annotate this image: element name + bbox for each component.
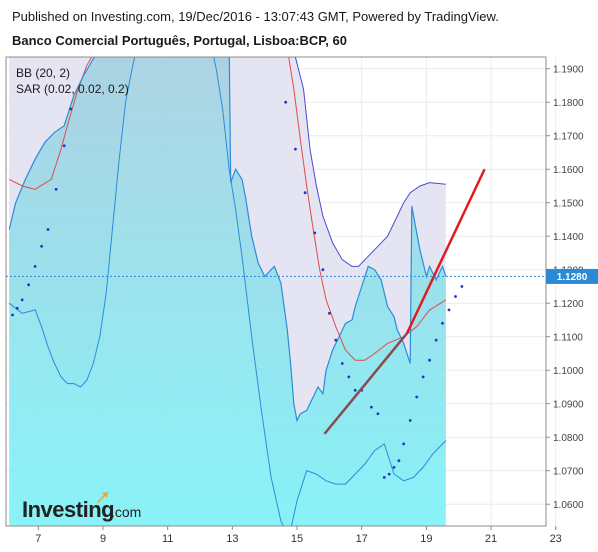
sar-point [382,476,386,479]
published-caption: Published on Investing.com, 19/Dec/2016 … [12,9,499,24]
sar-point [40,244,43,248]
sar-point [428,358,431,362]
time-axis[interactable]: 7 9 11 13 15 17 19 21 23 [35,526,562,545]
y-tick-label: 1.0900 [553,400,584,411]
sar-point [321,268,325,272]
legend-sar[interactable]: SAR (0.02, 0.02, 0.2) [16,82,129,96]
x-tick-label: 21 [485,533,497,545]
x-tick-label: 11 [162,533,173,545]
sar-point [415,395,419,399]
sar-point [447,308,451,312]
bollinger-lower-line [8,57,447,526]
y-tick-label: 1.1900 [553,65,584,76]
bollinger-upper-line [294,57,446,267]
y-tick-label: 1.0800 [553,433,584,444]
logo-arrow-icon [97,492,108,503]
logo-brand: Investing [22,497,114,522]
y-tick-label: 1.1100 [553,333,583,344]
sar-point [347,375,351,379]
sar-point [15,306,19,310]
sar-point [434,338,438,342]
current-price-label: 1.1280 [557,272,588,283]
sar-point [340,362,344,365]
sar-point [313,231,317,235]
x-tick-label: 17 [356,533,368,545]
sar-point [20,298,24,302]
sar-point [353,388,357,392]
trendline-red-segment[interactable] [405,168,486,334]
sar-point [27,283,30,287]
sar-point [397,459,401,463]
price-axis[interactable]: 1.19001.18001.17001.16001.15001.14001.13… [546,65,584,512]
sar-point [328,311,331,315]
y-tick-label: 1.1200 [553,299,584,310]
logo-suffix: .com [111,504,141,520]
x-tick-label: 7 [35,533,41,545]
sar-point [402,442,406,446]
legend-bollinger[interactable]: BB (20, 2) [16,66,70,80]
x-tick-label: 9 [100,533,106,545]
x-tick-label: 13 [226,533,238,545]
sar-point [54,187,58,191]
x-tick-label: 19 [420,533,432,545]
y-tick-label: 1.1700 [553,132,584,143]
y-tick-label: 1.1600 [553,165,584,176]
sar-point [46,228,50,231]
sar-point [421,375,425,379]
sar-point [33,265,37,268]
x-tick-label: 23 [550,533,562,545]
sar-points [11,100,464,479]
sar-point [334,338,338,342]
investing-logo: Investing .com [22,492,141,522]
y-tick-label: 1.1000 [553,366,584,377]
y-tick-label: 1.1500 [553,199,584,210]
sar-point [11,313,14,317]
x-tick-label: 15 [291,533,303,545]
sar-point [392,466,396,469]
sar-point [376,412,380,416]
y-tick-label: 1.0600 [553,500,584,511]
y-tick-label: 1.1800 [553,98,584,109]
price-area-fill [9,57,446,526]
sar-point [460,285,464,288]
sar-point [441,321,444,325]
sar-point [303,191,307,195]
sar-point [69,107,73,111]
sar-point [294,147,297,151]
trendline-dark-segment[interactable] [323,332,408,435]
bollinger-middle-line [8,57,447,361]
y-tick-label: 1.1400 [553,232,584,243]
sar-point [62,144,66,148]
instrument-title: Banco Comercial Português, Portugal, Lis… [12,33,347,48]
sar-point [284,100,288,104]
y-tick-label: 1.0700 [553,467,584,478]
sar-point [454,295,457,298]
sar-point [387,472,391,476]
sar-point [408,419,412,422]
current-price-tag: 1.1280 [546,268,598,284]
sar-point [370,405,373,409]
